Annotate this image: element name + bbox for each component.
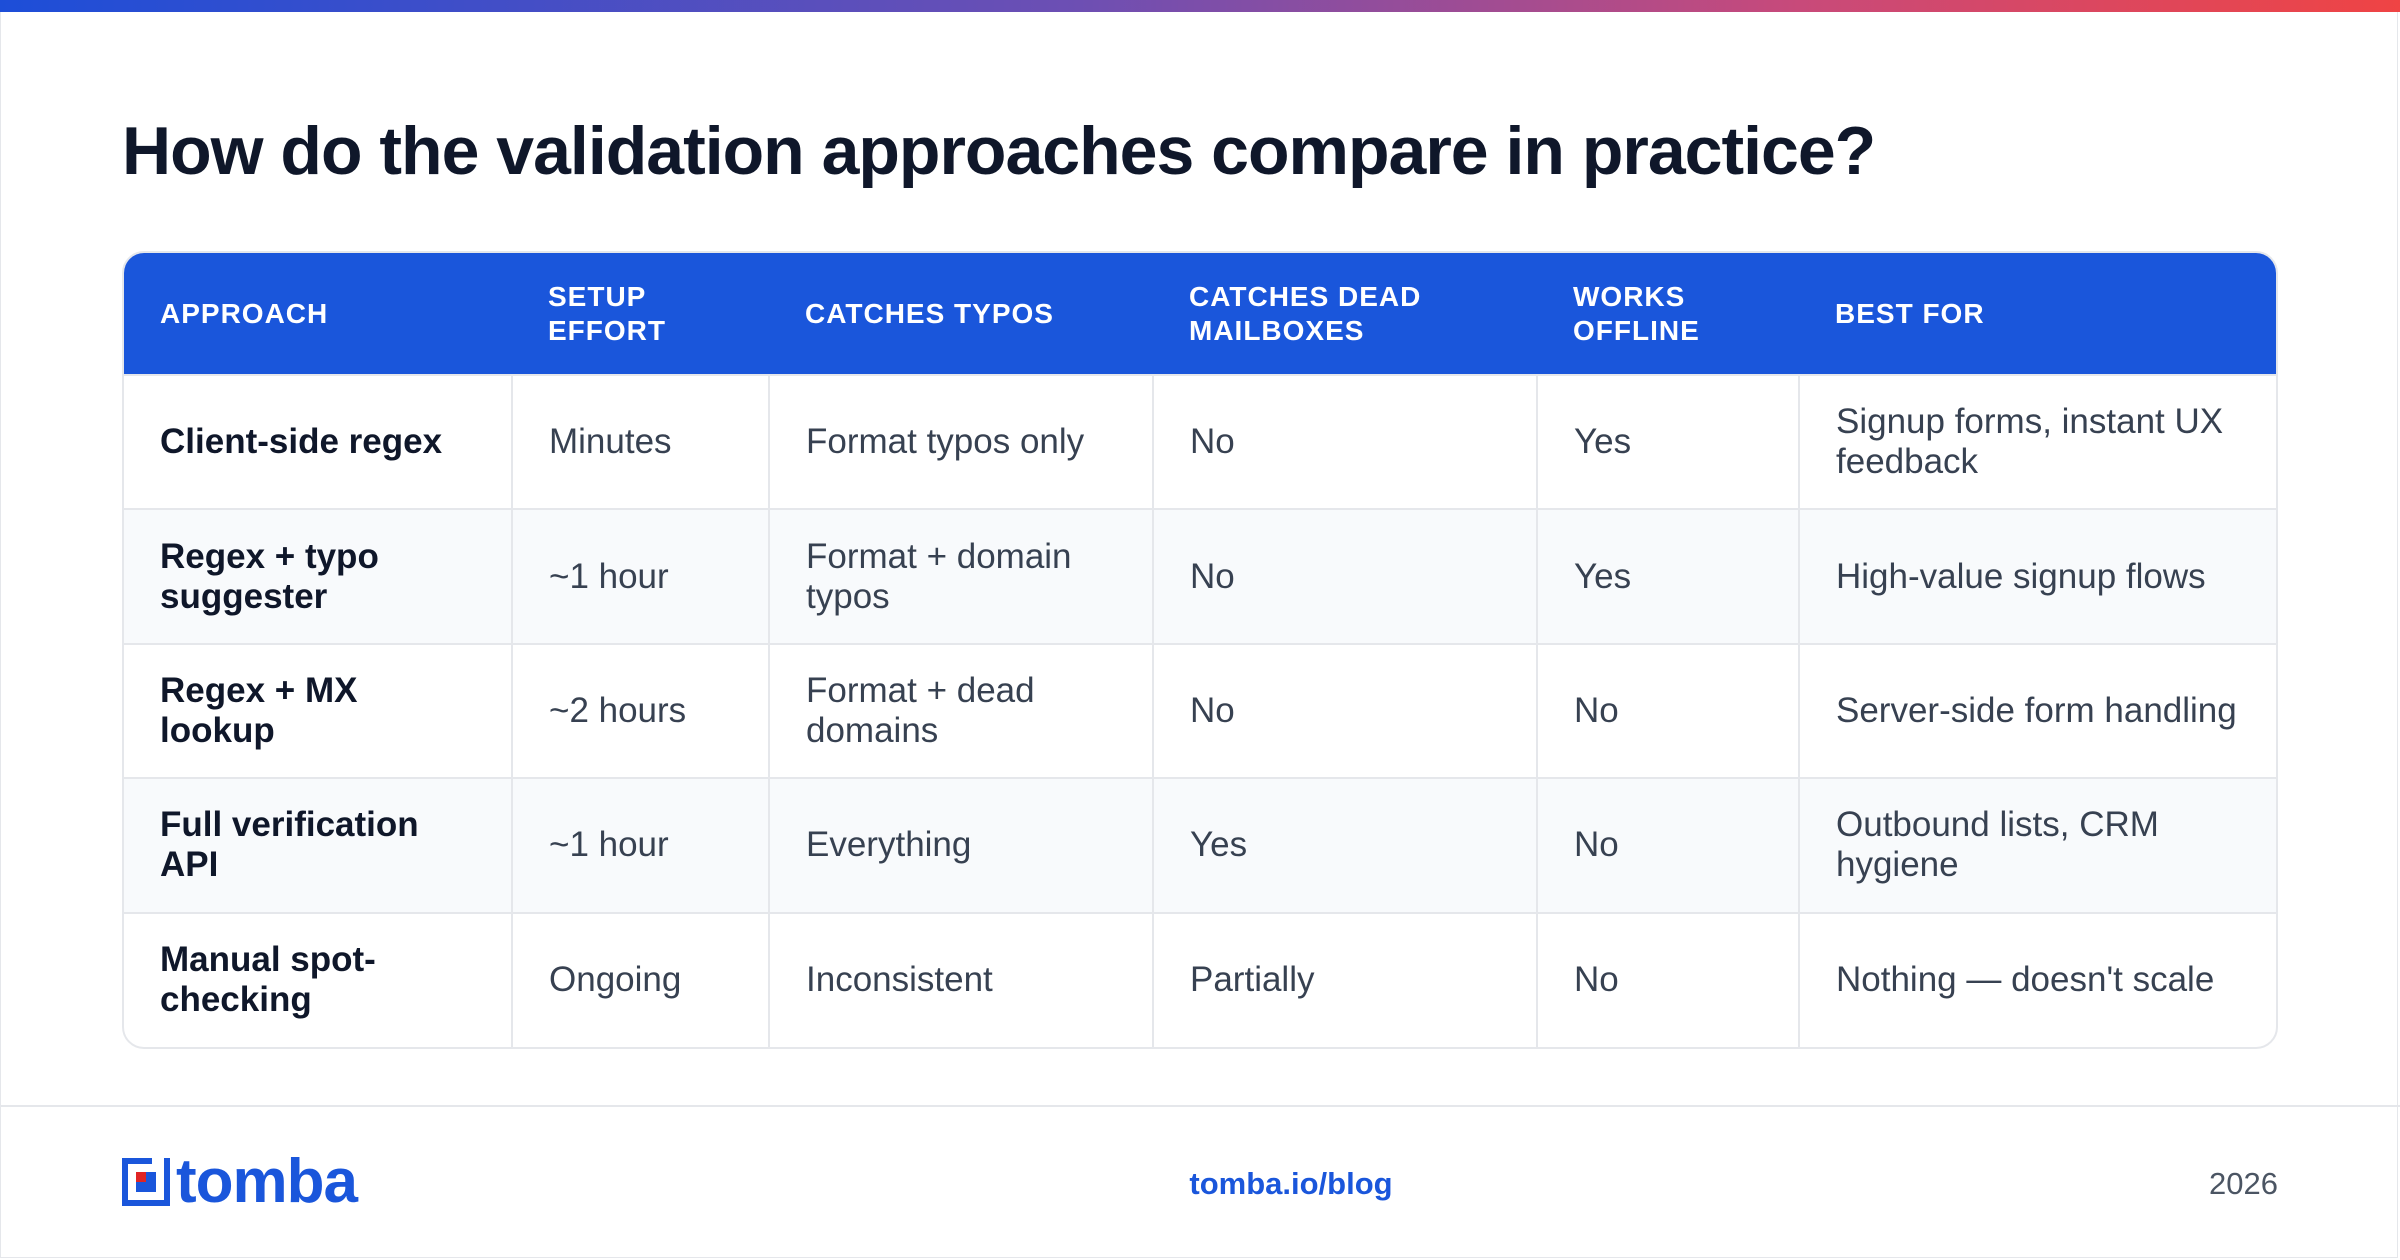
col-header-catches-dead-mailboxes: CATCHES DEAD MAILBOXES xyxy=(1153,253,1537,375)
col-header-setup-effort: SETUP EFFORT xyxy=(512,253,769,375)
cell-catches-typos: Everything xyxy=(768,777,1153,913)
cell-works-offline: No xyxy=(1536,642,1799,779)
table-header-row: APPROACH SETUP EFFORT CATCHES TYPOS CATC… xyxy=(124,253,2276,375)
top-gradient-bar xyxy=(0,0,2400,12)
cell-approach: Full verification API xyxy=(124,777,512,913)
cell-works-offline: No xyxy=(1536,777,1799,913)
cell-catches-dead-mailboxes: No xyxy=(1152,508,1537,644)
cell-setup-effort: ~2 hours xyxy=(511,642,769,779)
footer-divider xyxy=(0,1105,2400,1107)
table-row: Client-side regex Minutes Format typos o… xyxy=(124,373,2276,510)
page-title: How do the validation approaches compare… xyxy=(122,113,1876,189)
cell-catches-dead-mailboxes: No xyxy=(1152,373,1537,510)
cell-best-for: Nothing — doesn't scale xyxy=(1798,911,2276,1047)
cell-works-offline: Yes xyxy=(1536,508,1799,644)
cell-works-offline: No xyxy=(1536,911,1799,1047)
cell-catches-dead-mailboxes: Partially xyxy=(1152,911,1537,1047)
cell-best-for: Outbound lists, CRM hygiene xyxy=(1798,777,2276,913)
cell-setup-effort: Minutes xyxy=(511,373,769,510)
cell-best-for: Signup forms, instant UX feedback xyxy=(1798,373,2276,510)
cell-works-offline: Yes xyxy=(1536,373,1799,510)
table-row: Regex + typo suggester ~1 hour Format + … xyxy=(124,508,2276,644)
cell-setup-effort: Ongoing xyxy=(511,911,769,1047)
cell-catches-typos: Format typos only xyxy=(768,373,1153,510)
table-row: Regex + MX lookup ~2 hours Format + dead… xyxy=(124,642,2276,779)
cell-catches-dead-mailboxes: Yes xyxy=(1152,777,1537,913)
comparison-table-card: APPROACH SETUP EFFORT CATCHES TYPOS CATC… xyxy=(122,251,2278,1049)
col-header-works-offline: WORKS OFFLINE xyxy=(1537,253,1799,375)
cell-best-for: High-value signup flows xyxy=(1798,508,2276,644)
cell-approach: Client-side regex xyxy=(124,373,512,510)
col-header-approach: APPROACH xyxy=(124,253,512,375)
table-row: Full verification API ~1 hour Everything… xyxy=(124,777,2276,913)
logo-wordmark: tomba xyxy=(176,1147,358,1216)
cell-approach: Regex + MX lookup xyxy=(124,642,512,779)
col-header-best-for: BEST FOR xyxy=(1799,253,2276,375)
tomba-logo-icon xyxy=(122,1158,170,1206)
blog-link[interactable]: tomba.io/blog xyxy=(1189,1166,1393,1201)
cell-setup-effort: ~1 hour xyxy=(511,777,769,913)
footer-year: 2026 xyxy=(2209,1166,2278,1201)
cell-catches-typos: Inconsistent xyxy=(768,911,1153,1047)
table-row: Manual spot-checking Ongoing Inconsisten… xyxy=(124,911,2276,1047)
comparison-table: APPROACH SETUP EFFORT CATCHES TYPOS CATC… xyxy=(124,253,2276,1047)
cell-setup-effort: ~1 hour xyxy=(511,508,769,644)
cell-catches-typos: Format + domain typos xyxy=(768,508,1153,644)
tomba-logo[interactable]: tomba xyxy=(122,1147,358,1216)
cell-approach: Regex + typo suggester xyxy=(124,508,512,644)
cell-approach: Manual spot-checking xyxy=(124,911,512,1047)
cell-best-for: Server-side form handling xyxy=(1798,642,2276,779)
col-header-catches-typos: CATCHES TYPOS xyxy=(769,253,1153,375)
cell-catches-typos: Format + dead domains xyxy=(768,642,1153,779)
cell-catches-dead-mailboxes: No xyxy=(1152,642,1537,779)
